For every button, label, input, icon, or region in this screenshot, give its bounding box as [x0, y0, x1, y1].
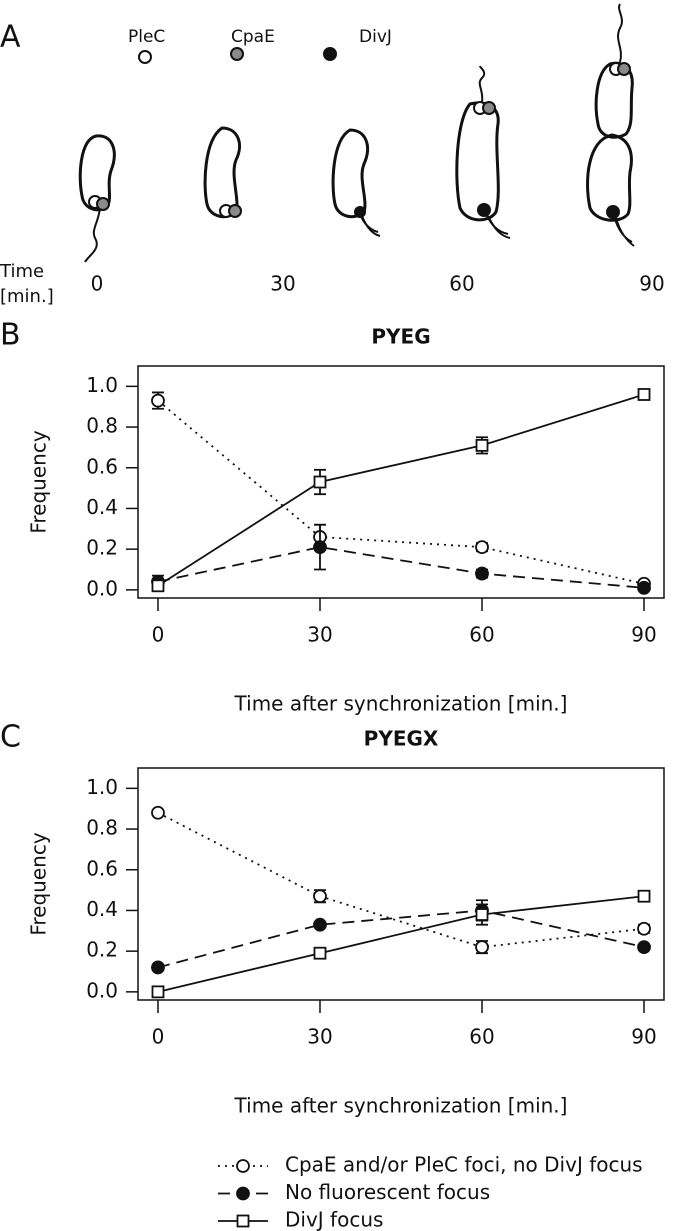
marker — [313, 889, 327, 904]
marker-label: CpaE — [231, 27, 275, 47]
time-label: [min.] — [0, 286, 54, 307]
cell — [586, 133, 633, 222]
time-value: 60 — [449, 272, 474, 296]
flagellum — [84, 207, 101, 263]
y-tick-label: 1.0 — [86, 775, 118, 799]
x-tick-label: 30 — [307, 623, 332, 647]
y-tick-label: 0.2 — [86, 536, 118, 560]
marker — [475, 908, 489, 921]
chart: B PYEG 0.0 0.2 0.4 0.6 0.8 1.0 0 30 60 90 Time after… — [0, 318, 665, 716]
plot-box — [137, 767, 665, 1001]
marker — [475, 566, 489, 581]
legend-marker — [236, 1186, 250, 1201]
y-tick-label: 0.6 — [86, 856, 118, 880]
cell — [331, 128, 369, 219]
cell — [455, 101, 500, 222]
y-tick-label: 0.0 — [86, 978, 118, 1002]
y-tick-label: 0.0 — [86, 576, 118, 600]
focus — [228, 204, 242, 218]
marker — [151, 960, 165, 975]
focus — [617, 62, 631, 76]
chart-title: PYEGX — [364, 727, 439, 751]
marker — [313, 475, 327, 489]
series-line — [157, 811, 645, 949]
marker-label: DivJ — [359, 27, 392, 47]
marker — [475, 438, 489, 452]
plot-box — [137, 365, 665, 599]
y-tick-label: 0.4 — [86, 495, 118, 519]
stalk — [485, 213, 511, 239]
stalk — [359, 213, 381, 237]
marker — [637, 580, 651, 595]
focus — [477, 203, 491, 217]
cell — [594, 61, 634, 139]
panel-letter: B — [0, 318, 21, 353]
x-tick-label: 90 — [631, 1025, 656, 1049]
marker-dot — [230, 47, 244, 61]
focus — [354, 206, 366, 218]
marker — [313, 946, 327, 960]
y-tick-label: 1.0 — [86, 373, 118, 397]
y-axis-label: Frequency — [27, 430, 51, 533]
flagellum — [617, 3, 623, 63]
x-tick-label: 0 — [152, 623, 165, 647]
focus — [96, 197, 110, 211]
marker — [313, 540, 327, 555]
panel-letter: C — [0, 720, 21, 755]
marker — [151, 985, 165, 999]
series-line — [157, 895, 645, 993]
marker — [637, 388, 651, 401]
legend-label: DivJ focus — [285, 1208, 383, 1231]
marker — [151, 393, 165, 408]
y-tick-label: 0.8 — [86, 816, 118, 840]
cell — [203, 126, 241, 219]
chart: C PYEGX 0.0 0.2 0.4 0.6 0.8 1.0 0 30 60 90 Time afte… — [0, 720, 665, 1118]
y-axis-label: Frequency — [27, 832, 51, 935]
y-tick-label: 0.4 — [86, 897, 118, 921]
panel-a: A PleC CpaE DivJ Time [min.] 0 30 60 90 — [0, 3, 665, 307]
x-tick-label: 60 — [469, 1025, 494, 1049]
legend-label: CpaE and/or PleC foci, no DivJ focus — [285, 1153, 643, 1177]
x-axis-label: Time after synchronization [min.] — [234, 1094, 568, 1118]
focus — [606, 205, 620, 219]
legend: CpaE and/or PleC foci, no DivJ focus No f… — [218, 1153, 643, 1231]
marker — [313, 917, 327, 932]
chart-title: PYEG — [371, 325, 430, 349]
legend-marker — [236, 1159, 250, 1173]
x-axis-label: Time after synchronization [min.] — [234, 692, 568, 716]
time-value: 0 — [91, 272, 104, 296]
series-line — [157, 909, 645, 969]
series-line — [157, 546, 645, 589]
marker — [637, 889, 651, 903]
marker — [637, 940, 651, 954]
marker-dot — [138, 50, 152, 64]
flagellum — [478, 65, 486, 103]
y-tick-label: 0.2 — [86, 938, 118, 962]
marker-label: PleC — [128, 27, 165, 47]
y-tick-label: 0.8 — [86, 414, 118, 438]
focus — [482, 101, 496, 115]
series-line — [157, 399, 645, 585]
time-value: 30 — [270, 272, 295, 296]
x-tick-label: 90 — [631, 623, 656, 647]
x-tick-label: 60 — [469, 623, 494, 647]
x-tick-label: 0 — [152, 1025, 165, 1049]
marker — [151, 579, 165, 593]
marker — [475, 940, 489, 954]
time-value: 90 — [639, 272, 664, 296]
panel-letter: A — [0, 20, 21, 55]
marker — [637, 921, 651, 936]
series-line — [157, 393, 645, 587]
x-tick-label: 30 — [307, 1025, 332, 1049]
legend-label: No fluorescent focus — [285, 1180, 490, 1204]
y-tick-label: 0.6 — [86, 454, 118, 478]
legend-marker — [236, 1214, 250, 1228]
marker-dot — [323, 47, 337, 61]
time-label: Time — [0, 261, 44, 282]
marker — [151, 805, 165, 820]
stalk — [613, 215, 635, 247]
marker — [475, 540, 489, 555]
